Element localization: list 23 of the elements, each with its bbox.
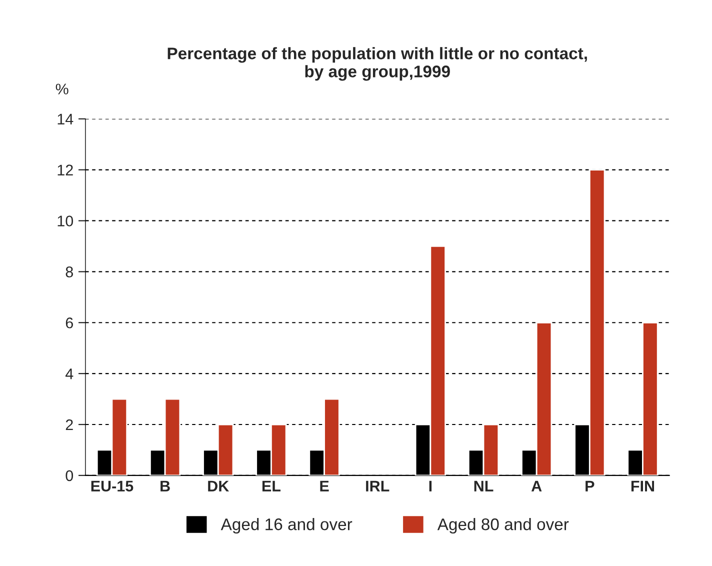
- x-tick-label: EU-15: [91, 480, 134, 492]
- x-tick-label: I: [429, 480, 432, 492]
- y-axis-title: %: [56, 84, 68, 94]
- y-tick-label: 12: [58, 164, 73, 176]
- x-tick-label: A: [531, 480, 542, 492]
- x-tick-label: NL: [474, 480, 494, 492]
- x-tick-label: EL: [262, 480, 280, 492]
- x-tick-label: IRL: [366, 480, 390, 492]
- x-tick-label: E: [320, 480, 329, 492]
- y-tick-label: 14: [58, 114, 74, 124]
- y-tick-label: 2: [66, 419, 73, 430]
- legend-label: Aged 16 and over: [220, 518, 352, 534]
- y-tick-label: 4: [65, 368, 74, 380]
- x-tick-label: P: [586, 480, 594, 492]
- legend-label: Aged 80 and over: [437, 518, 569, 534]
- y-tick-label: 0: [66, 470, 74, 482]
- x-tick-label: DK: [208, 480, 230, 492]
- y-tick-label: 6: [66, 317, 73, 328]
- y-tick-label: 10: [58, 216, 74, 226]
- x-tick-label: B: [160, 480, 170, 492]
- x-tick-label: FIN: [631, 480, 654, 492]
- chart-title: Percentage of the population with little or no contact, by age group,1999: [168, 47, 587, 81]
- y-tick-label: 8: [66, 266, 73, 278]
